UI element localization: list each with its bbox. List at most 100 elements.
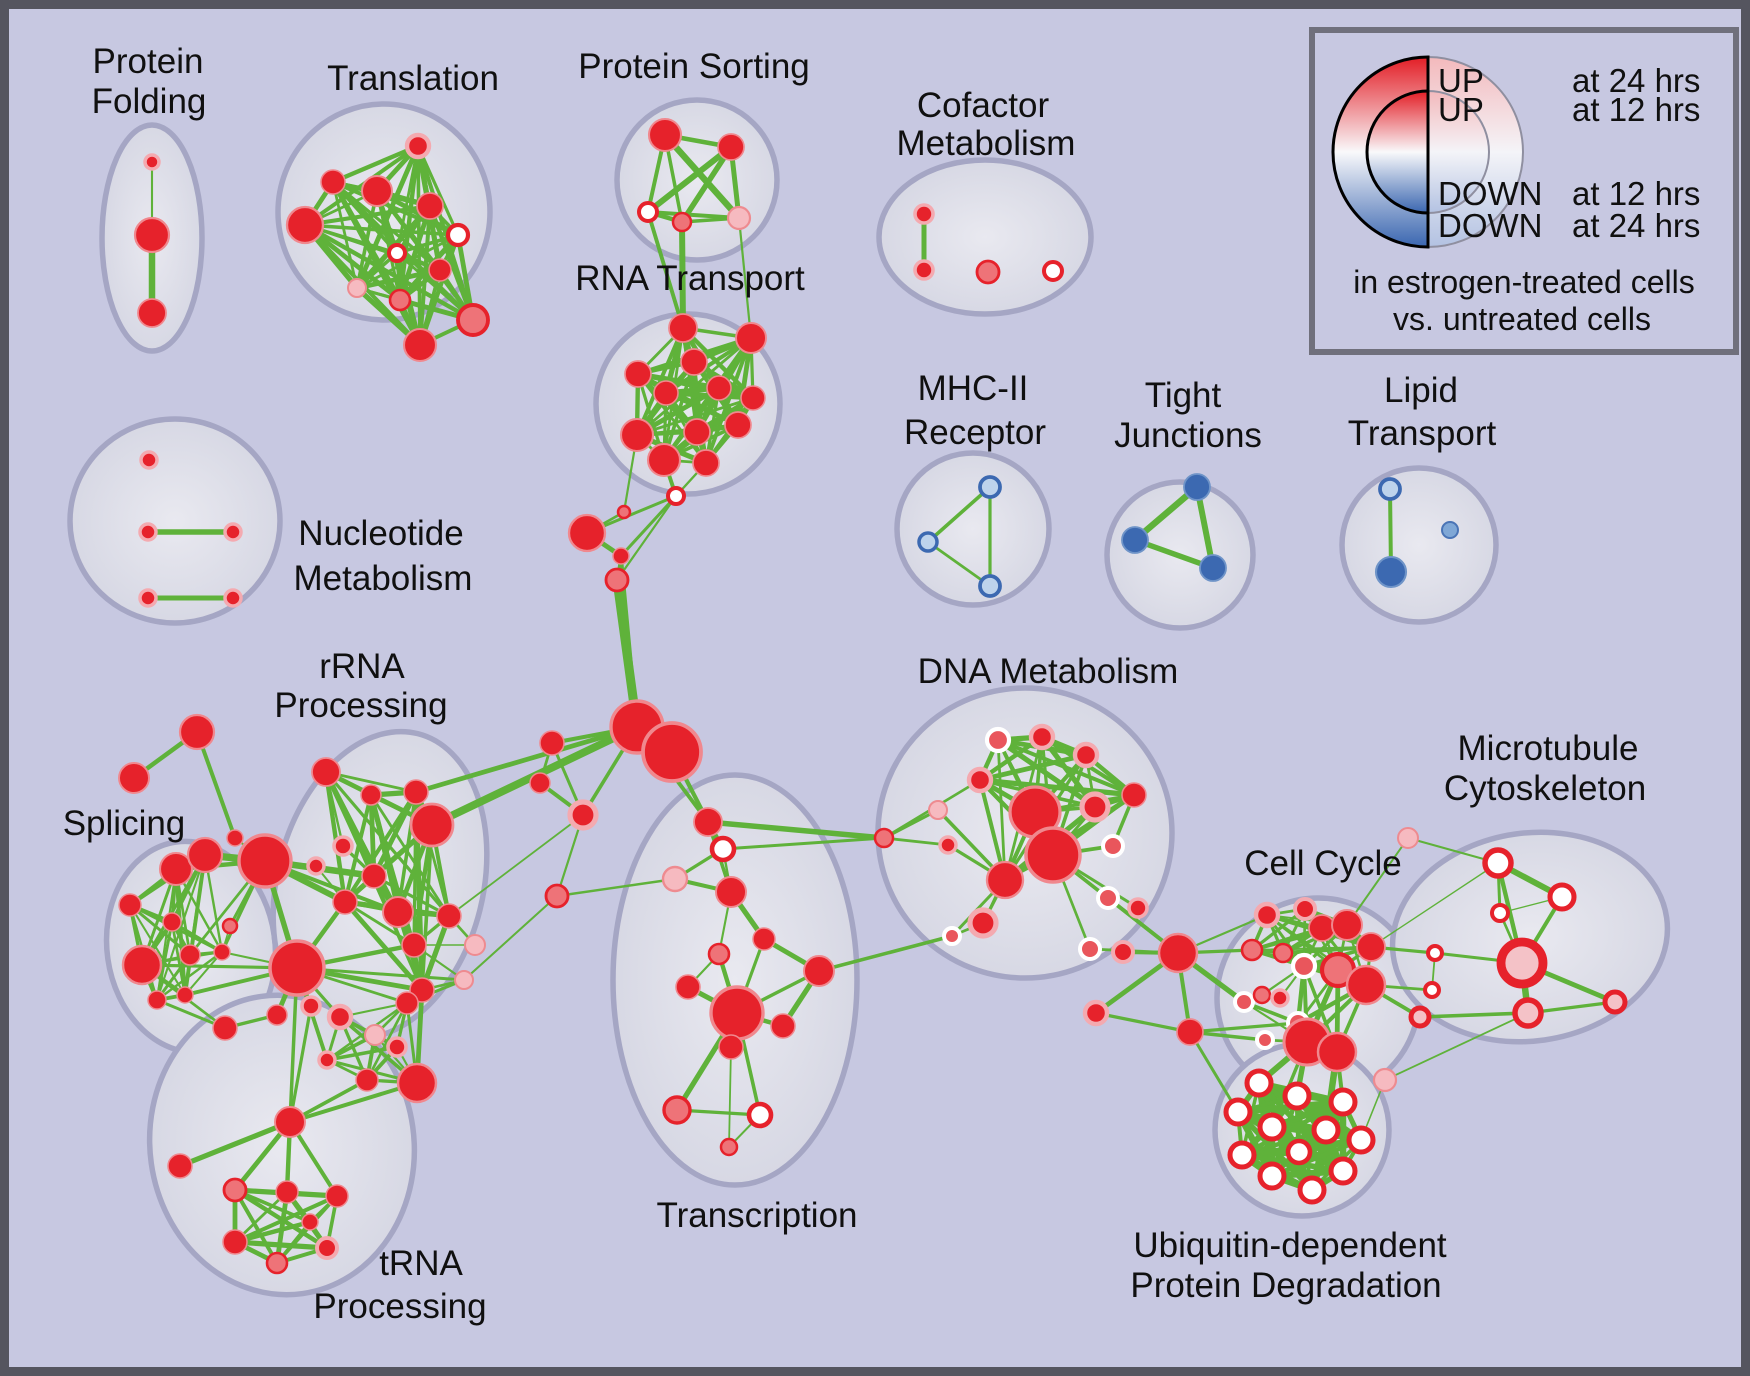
node [653,380,679,406]
node [137,298,167,328]
node [325,1184,349,1208]
node [719,1137,739,1157]
node [637,201,659,223]
node [332,835,354,857]
node [315,1236,339,1260]
node [311,757,341,787]
node [320,169,346,195]
node [715,876,747,908]
node [347,278,367,298]
edge [372,874,424,992]
legend-time-label: at 12 hrs [1572,175,1700,212]
cluster-label-ubiquitin-degradation: Ubiquitin-dependent [1133,1226,1447,1265]
node [1042,260,1064,282]
node [274,1106,306,1138]
node [1426,944,1444,962]
node [1441,521,1459,539]
node [680,348,708,376]
edge [1094,1011,1192,1034]
node [332,889,358,915]
node [529,772,551,794]
node [709,985,765,1041]
node [1290,952,1318,980]
cluster-label-protein-folding: Folding [92,82,207,121]
node [726,205,752,231]
legend-caption: vs. untreated cells [1393,301,1651,337]
node [143,153,161,171]
node [265,1251,289,1275]
node [1270,988,1290,1008]
node [1328,1087,1358,1117]
node [186,836,224,874]
cluster-lipid-transport-ellipse [1339,465,1499,625]
node [361,863,387,889]
edge [354,267,443,291]
legend-circle-inner-right [1427,89,1490,215]
cluster-label-rna-transport: RNA Transport [575,259,805,298]
node [647,117,683,153]
node [706,375,732,401]
node [1079,791,1111,823]
edge [303,223,460,237]
edge [155,950,224,1002]
edge [680,325,756,401]
edge [303,204,432,227]
node [1372,1067,1398,1093]
node [1378,477,1402,501]
node [1482,847,1514,879]
edge [232,1239,330,1251]
node [1272,942,1294,964]
edge [555,877,677,898]
node [403,779,429,805]
node [1423,981,1441,999]
node [1257,1161,1287,1191]
node [266,1004,288,1026]
node [966,766,994,794]
node [1397,827,1419,849]
node [275,1180,299,1204]
node [641,721,703,783]
node [1199,554,1227,582]
edge [635,326,685,437]
node [223,588,243,608]
node [237,833,293,889]
node [300,995,322,1017]
node [913,259,935,281]
edge [233,1194,339,1244]
cluster-label-mhc-ii-receptor: MHC-II [918,369,1029,408]
cluster-label-ubiquitin-degradation: Protein Degradation [1130,1266,1441,1305]
node [1345,964,1387,1006]
node [428,258,452,282]
edge [413,724,640,795]
node [567,799,599,831]
node [386,1036,408,1058]
cluster-label-lipid-transport: Lipid [1384,371,1458,410]
edge [1188,1030,1240,1114]
node [717,133,745,161]
edge [926,540,992,588]
node [619,417,655,453]
edge [817,934,954,973]
node [752,927,776,951]
node [1078,937,1102,961]
node [162,912,182,932]
node [1512,997,1544,1029]
node [401,932,427,958]
node [1297,1175,1327,1205]
node [1176,1018,1204,1046]
node [158,851,194,887]
edge [1370,862,1499,948]
edge [330,143,421,185]
node [1602,989,1628,1015]
node [382,896,414,928]
edge [302,222,403,303]
edge [661,131,743,222]
node [1227,1140,1257,1170]
node [624,360,652,388]
edge [679,144,734,225]
node [396,1062,438,1104]
node [1121,526,1149,554]
node [666,486,686,506]
cluster-label-rrna-processing: rRNA [319,647,405,686]
